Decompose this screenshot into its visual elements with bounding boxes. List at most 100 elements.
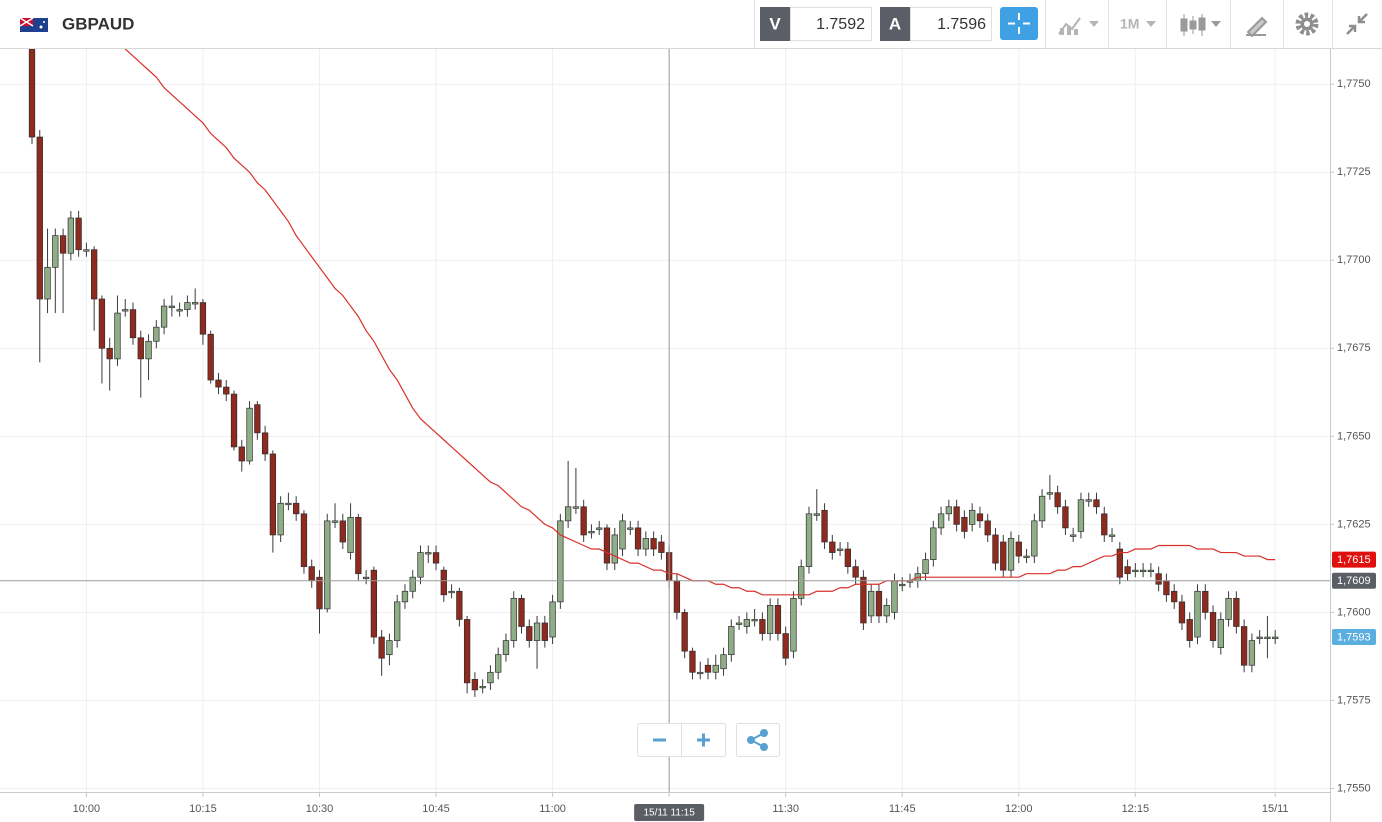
bid-value: 1.7592 — [816, 16, 865, 33]
y-tick-label: 1,7725 — [1337, 166, 1371, 178]
candle-body — [432, 552, 440, 564]
candle-body — [1209, 612, 1217, 641]
candle-body — [137, 337, 144, 360]
collapse-button[interactable] — [1346, 13, 1368, 35]
indicators-button[interactable] — [1058, 17, 1099, 35]
symbol: GBPAUD — [62, 14, 134, 33]
candle-body — [1007, 538, 1015, 571]
candle-body — [1264, 636, 1271, 639]
candle-body — [448, 590, 455, 594]
crosshair-button[interactable] — [1000, 7, 1038, 40]
candle-body — [487, 671, 494, 684]
timeframe-arrow — [1146, 21, 1156, 27]
candle-body — [891, 580, 898, 613]
candle-body — [1062, 506, 1069, 529]
settings-button[interactable] — [1295, 12, 1319, 36]
candle-body — [160, 305, 168, 328]
candle-body — [883, 605, 890, 617]
candle-body — [557, 520, 564, 603]
candle-body — [782, 633, 789, 659]
candle-body — [238, 446, 245, 462]
candle-body — [215, 379, 222, 388]
price-tag-label: 1,7615 — [1337, 554, 1371, 566]
x-tick-label: 10:45 — [422, 803, 450, 815]
candle-body — [1093, 499, 1100, 508]
candle-body — [502, 640, 510, 656]
candle-body — [945, 506, 953, 515]
candle-body — [603, 527, 611, 564]
candle-body — [347, 516, 354, 553]
candle-body — [961, 516, 968, 532]
candle-body — [992, 534, 999, 564]
candle-body — [1248, 640, 1256, 666]
candle-body — [153, 326, 160, 342]
draw-button[interactable] — [1246, 16, 1268, 38]
candle-body — [114, 312, 121, 360]
candle-body — [184, 302, 191, 310]
candle-body — [417, 552, 424, 578]
y-tick-label: 1,7600 — [1337, 606, 1371, 618]
candle-body — [1186, 619, 1193, 641]
candle-body — [728, 626, 735, 656]
ask-label: A — [889, 14, 901, 33]
x-tick-label: 12:00 — [1005, 803, 1033, 815]
bid-button[interactable] — [760, 7, 790, 41]
candle-body — [1101, 513, 1108, 536]
plot-area: 1,7550 1,7575 1,7600 1,7625 1,7650 1,7675 1,77… — [0, 49, 1376, 822]
candle-body — [331, 520, 339, 523]
candle-body — [735, 622, 743, 625]
candle-body — [223, 386, 230, 395]
candle-body — [774, 605, 782, 634]
candle-body — [145, 340, 152, 360]
y-tick-label: 1,7650 — [1337, 430, 1371, 442]
candle-body — [1139, 569, 1147, 573]
candle-body — [425, 552, 432, 555]
price-tag-label: 1,7609 — [1337, 575, 1371, 587]
price-tag — [1332, 572, 1376, 589]
bid-label: V — [769, 14, 781, 33]
candle-body — [541, 622, 548, 641]
candle-body — [580, 506, 587, 536]
candle-body — [230, 393, 238, 448]
candle-body — [689, 650, 696, 673]
candle-body — [207, 333, 214, 381]
zoom-in-button[interactable] — [697, 733, 710, 747]
y-tick-label: 1,7575 — [1337, 694, 1371, 706]
candle-body — [285, 502, 292, 506]
candle-body — [930, 527, 937, 560]
candle-body — [1178, 601, 1186, 624]
candle-body — [510, 597, 517, 641]
candle-body — [36, 136, 43, 300]
x-tick-label: 11:45 — [889, 803, 916, 815]
candle-body — [1217, 619, 1224, 648]
candle-body — [316, 576, 323, 610]
ask-button[interactable] — [880, 7, 910, 41]
candle-body — [759, 619, 766, 634]
candle-body — [1054, 492, 1061, 508]
candle-body — [91, 249, 98, 300]
candle-body — [875, 590, 883, 617]
candle-body — [619, 520, 626, 550]
candle-body — [1000, 541, 1007, 571]
toolbar — [0, 0, 1382, 48]
candle-body — [704, 664, 712, 673]
candle-body — [339, 520, 346, 543]
candle-body — [471, 678, 479, 691]
share-button[interactable] — [736, 723, 780, 757]
candle-body — [1124, 566, 1131, 575]
candle-body — [308, 566, 315, 582]
candle-body — [681, 612, 688, 652]
candle-body — [52, 235, 59, 268]
candle-body — [362, 576, 370, 580]
candle-body — [277, 502, 284, 536]
candle-body — [798, 566, 805, 599]
candle-body — [549, 601, 556, 638]
candle-body — [712, 664, 719, 673]
candle-body — [1023, 555, 1030, 558]
candle-body — [370, 569, 378, 638]
candle-body — [526, 626, 533, 641]
timeframe[interactable]: 1M — [1120, 16, 1139, 32]
chart-type-button[interactable] — [1180, 14, 1221, 36]
candle-body — [83, 249, 90, 252]
candle-body — [1194, 590, 1201, 638]
